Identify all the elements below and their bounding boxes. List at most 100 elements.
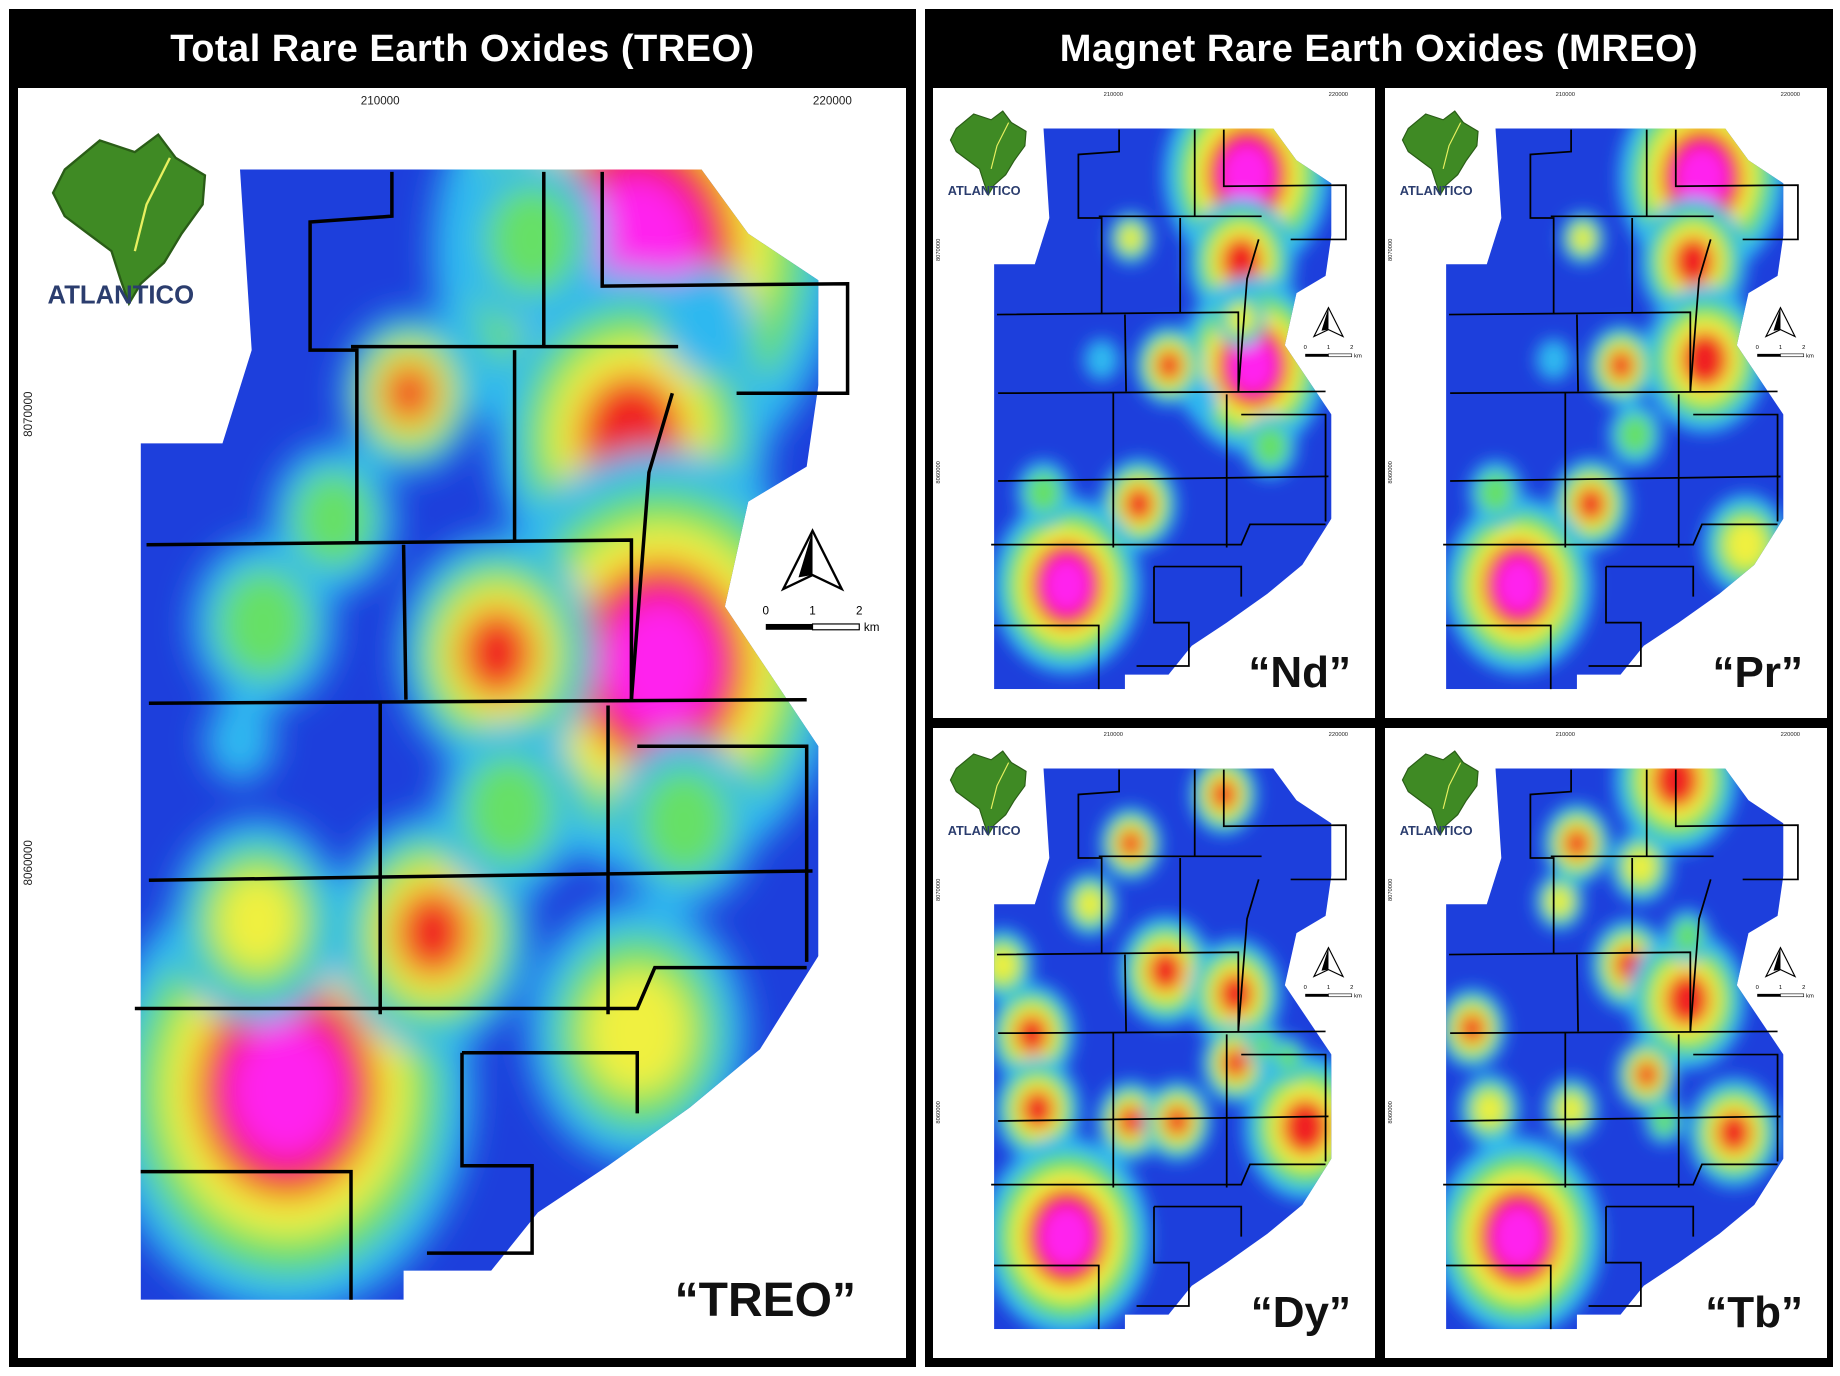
claim-boundary [1588,1206,1642,1307]
claim-boundary [1689,239,1712,392]
heat-layer [994,128,1331,674]
heat-spot [1608,350,1634,381]
brazil-logo-line [1442,122,1462,170]
heat-spot [1716,1111,1752,1154]
claim-boundary [1606,565,1695,597]
heat-spot [1626,849,1656,885]
claim-boundary [1136,566,1190,667]
heat-spot [660,265,755,377]
scale-bar [1328,993,1353,998]
pr-map: ATLANTICO 210000 220000 8070000 8060000 0 1 2 km… [1385,88,1827,718]
heat-spot [1651,1105,1677,1137]
heat-spot [459,608,535,698]
y-coordinate: 8060000 [22,840,35,886]
brazil-logo [51,132,207,307]
scale-label: 2 [1350,985,1353,991]
claim-boundary [1448,951,1692,1032]
heat-spot [1478,471,1513,514]
heat-spot [584,968,690,1095]
scale-unit: km [1806,353,1814,359]
heat-spot [1164,1105,1191,1137]
tb-map: ATLANTICO 210000 220000 8070000 8060000 0 1 2 km… [1385,728,1827,1358]
scale-label: 0 [1756,345,1759,351]
claim-boundary [1136,1206,1190,1307]
scale-bar [1780,993,1805,998]
claim-boundary [1446,624,1552,690]
map-svg: ATLANTICO 210000 220000 8070000 8060000 0 1 2km [1388,92,1814,690]
claim-boundary [1606,1205,1695,1237]
heat-spot [1495,557,1543,613]
claim-boundary [462,1050,640,1114]
claim-boundary [426,1052,534,1255]
heat-spot [1536,338,1572,381]
brazil-logo [949,110,1027,197]
x-coordinate: 220000 [1781,732,1800,738]
heat-spot [1492,1205,1545,1268]
heat-spot [1547,887,1572,916]
claim-boundary [629,392,674,700]
claim-boundary [1674,769,1799,881]
y-coordinate: 8060000 [936,461,942,483]
claim-boundary [1693,1053,1779,1162]
heat-spot [604,597,717,732]
heat-spot [994,947,1018,983]
heat-spot [1120,225,1142,251]
heat-spot [1572,225,1594,251]
claim-boundary [1154,565,1243,597]
scale-label: 1 [1779,985,1782,991]
claim-boundary [1077,769,1120,954]
scale-bar [1305,993,1329,997]
heat-spot [462,754,556,867]
scale-bar [1757,993,1781,997]
claim-boundary [1446,1264,1552,1330]
claim-boundary [146,538,634,700]
heatmap [140,169,819,1300]
claim-boundary [998,1030,1326,1035]
panel-title: Total Rare Earth Oxides (TREO) [170,28,755,70]
claim-boundary [1689,879,1712,1032]
map-svg: ATLANTICO 210000 220000 8070000 8060000 0 1 2km [936,732,1362,1330]
heat-spot [1117,1105,1144,1137]
scale-label: 1 [1327,985,1330,991]
heat-spot [1220,237,1262,286]
heat-spot [1015,1014,1049,1054]
heat-spot [1564,828,1590,859]
heat-spot [1222,1047,1249,1079]
claim-boundary [1450,390,1778,395]
logo-text: ATLANTICO [48,282,195,310]
north-arrow-fill [1321,307,1329,331]
map-label: “Tb” [1705,1288,1803,1337]
map-svg: ATLANTICO 210000 220000 8070000 8060000 0 1 2km [1388,732,1814,1330]
heat-spot [1040,1205,1093,1268]
claim-boundary [1077,129,1120,314]
y-coordinate: 8060000 [1388,1101,1394,1123]
heat-spot [1635,1060,1659,1089]
claim-boundary [600,171,850,396]
scale-unit: km [1354,993,1362,999]
claim-boundary [1241,1053,1327,1162]
heat-spot [216,872,299,971]
y-coordinate: 8070000 [1388,879,1394,901]
x-coordinate: 210000 [1556,732,1575,738]
logo-text: ATLANTICO [1400,823,1473,838]
heat-spot [1217,973,1253,1015]
heat-spot [1617,413,1653,456]
claim-boundary [140,1169,353,1300]
brazil-logo [1401,110,1479,197]
logo-text: ATLANTICO [948,823,1021,838]
heat-spot [1672,237,1714,286]
brazil-logo [1401,750,1479,837]
brazil-logo-line [1442,762,1462,810]
north-arrow-fill [1773,307,1781,331]
scale-label: 0 [1304,345,1307,351]
map-label: “Nd” [1248,648,1351,697]
heat-layer [1446,128,1784,674]
heat-spot [1026,471,1061,514]
claim-boundary [1450,1115,1781,1122]
claim-boundary [998,390,1326,395]
heat-layer [140,169,819,1300]
claim-boundary [1154,1205,1243,1237]
x-coordinate: 210000 [361,94,400,107]
brazil-logo-line [990,762,1010,810]
